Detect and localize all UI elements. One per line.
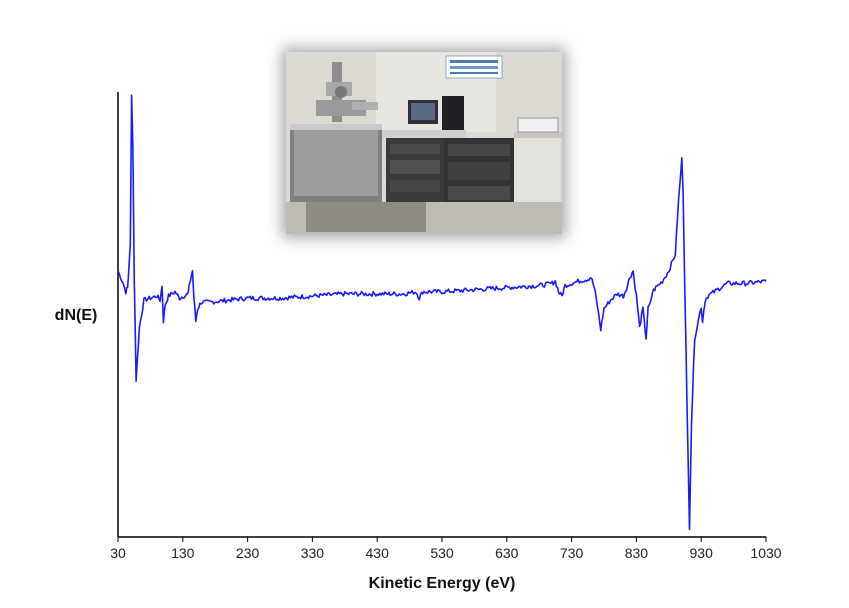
x-ticks: 30 130 230 330 430 530 630 730 830 930 1030 <box>110 537 782 561</box>
y-axis-title: dN(E) <box>55 307 98 324</box>
x-tick-label: 530 <box>430 545 454 561</box>
x-tick-label: 930 <box>690 545 714 561</box>
instrument-photo <box>286 52 562 234</box>
x-tick-label: 430 <box>366 545 390 561</box>
x-tick-label: 630 <box>495 545 519 561</box>
x-tick-label: 730 <box>560 545 584 561</box>
x-tick-label: 330 <box>301 545 325 561</box>
x-tick-label: 830 <box>625 545 649 561</box>
x-tick-label: 230 <box>236 545 260 561</box>
x-tick-label: 30 <box>110 545 126 561</box>
x-tick-label: 130 <box>171 545 195 561</box>
series-line <box>117 94 767 531</box>
x-tick-label: 1030 <box>750 545 781 561</box>
plot-area: 30 130 230 330 430 530 630 730 830 930 1030 <box>110 92 782 561</box>
x-axis-title: Kinetic Energy (eV) <box>369 575 516 592</box>
